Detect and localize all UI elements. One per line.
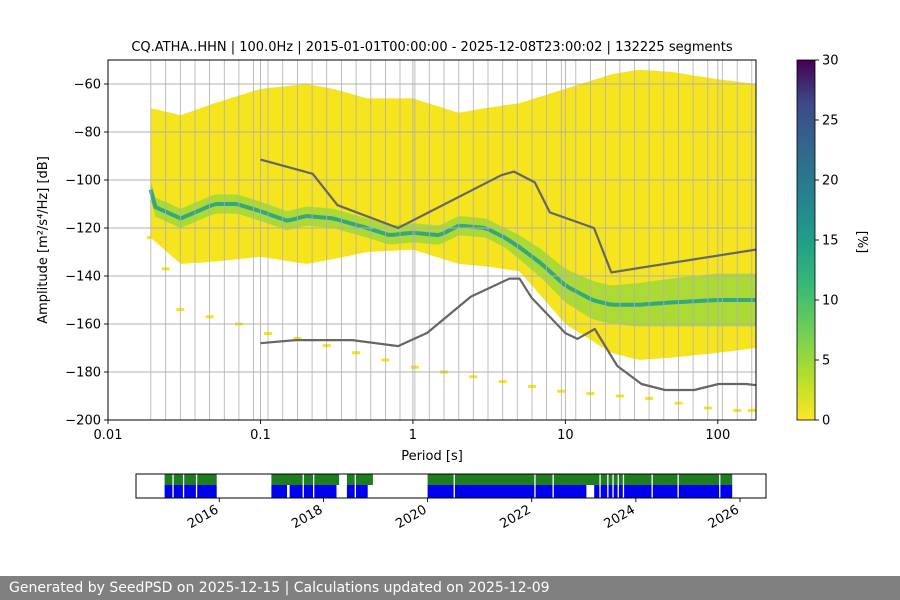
timeline-gap: [534, 474, 536, 498]
series-line-nlnm: [260, 277, 756, 392]
colorbar: [796, 59, 816, 421]
y-tick-label: −160: [65, 318, 101, 333]
timeline-gap: [302, 474, 304, 498]
timeline-gap: [552, 474, 554, 498]
footer-bar: Generated by SeedPSD on 2025-12-15 | Cal…: [0, 576, 900, 600]
y-tick-label: −200: [65, 414, 101, 429]
timeline-blue-segment: [164, 485, 217, 498]
plot-area: [108, 60, 756, 420]
timeline-gap: [617, 474, 619, 498]
grid: [108, 60, 756, 420]
timeline-coverage: [164, 474, 733, 498]
colorbar-tick-label: 0: [822, 414, 830, 429]
psd-figure: CQ.ATHA..HHN | 100.0Hz | 2015-01-01T00:0…: [36, 40, 869, 532]
timeline-tick-label: 2026: [706, 502, 742, 532]
x-tick-label: 100: [705, 428, 730, 443]
timeline-gap: [172, 474, 174, 498]
y-tick-label: −60: [74, 78, 101, 93]
timeline-blue-segment: [346, 485, 368, 498]
timeline-gap: [677, 474, 679, 498]
timeline-gap: [182, 474, 185, 498]
y-tick-label: −80: [74, 126, 101, 141]
y-tick-label: −120: [65, 222, 101, 237]
timeline-ticks: 2016 2018 2020 2022 2024 2026: [185, 498, 742, 532]
x-tick-label: 0.1: [250, 428, 271, 443]
timeline-blue-segment: [427, 485, 587, 498]
timeline-blue-segment: [594, 485, 733, 498]
timeline-green-segment: [427, 474, 733, 485]
colorbar-tick-label: 5: [822, 354, 830, 369]
timeline-tick-label: 2020: [393, 502, 429, 532]
footer-text: Generated by SeedPSD on 2025-12-15 | Cal…: [9, 580, 550, 596]
colorbar-label: [%]: [854, 231, 869, 254]
timeline-gap: [313, 474, 315, 498]
x-axis-label: Period [s]: [401, 449, 463, 464]
colorbar-tick-label: 30: [822, 54, 839, 69]
colorbar-ticks: 0 5 10 15 20 25 30: [815, 54, 839, 429]
y-tick-label: −180: [65, 366, 101, 381]
y-tick-label: −140: [65, 270, 101, 285]
timeline-tick-label: 2024: [602, 502, 638, 532]
timeline-gap: [354, 474, 356, 498]
timeline-green-segment: [164, 474, 217, 485]
colorbar-tick-label: 20: [822, 174, 839, 189]
timeline-frame: [135, 473, 767, 499]
series-line-nhnm: [260, 158, 756, 274]
timeline-gap: [607, 474, 609, 498]
timeline-green-segment: [346, 474, 373, 485]
x-tick-label: 10: [557, 428, 574, 443]
timeline-blue-segment: [271, 485, 287, 498]
y-tick-label: −100: [65, 174, 101, 189]
density-band: [148, 69, 756, 360]
timeline-gap: [622, 474, 625, 498]
x-ticks: 0.01 0.1 1 10 100: [94, 420, 730, 443]
timeline-gap: [195, 474, 198, 498]
y-axis-label: Amplitude [m²/s⁴/Hz] [dB]: [36, 156, 51, 324]
timeline-green-segment: [271, 474, 340, 485]
chart-title: CQ.ATHA..HHN | 100.0Hz | 2015-01-01T00:0…: [131, 40, 732, 55]
timeline-gap: [651, 474, 653, 498]
timeline-tick-label: 2018: [289, 502, 325, 532]
timeline-gap: [719, 474, 721, 498]
timeline-gap: [612, 474, 614, 498]
colorbar-tick-label: 10: [822, 294, 839, 309]
x-tick-label: 0.01: [94, 428, 123, 443]
plot-frame: [107, 59, 757, 421]
x-tick-label: 1: [409, 428, 417, 443]
timeline-gap: [599, 474, 601, 498]
timeline-gap: [453, 474, 455, 498]
timeline-tick-label: 2022: [498, 502, 534, 532]
timeline-tick-label: 2016: [185, 502, 221, 532]
y-ticks: −200 −180 −160 −140 −120 −100 −80 −60: [65, 78, 108, 429]
colorbar-tick-label: 25: [822, 114, 839, 129]
noise-models: [260, 158, 756, 392]
colorbar-tick-label: 15: [822, 234, 839, 249]
